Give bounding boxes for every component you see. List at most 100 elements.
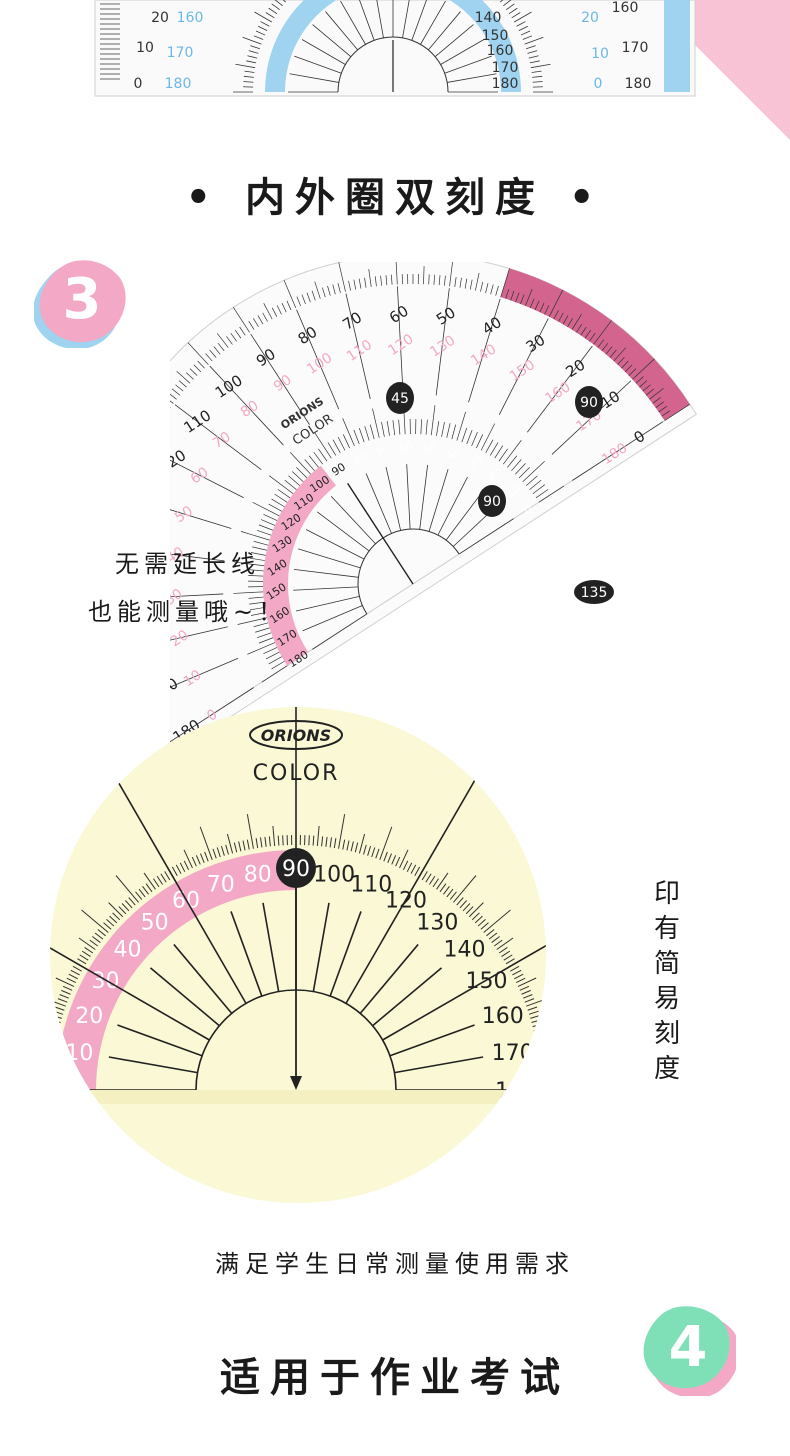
tick xyxy=(510,965,520,972)
scale-label: 160 xyxy=(487,43,514,59)
tick xyxy=(536,1040,546,1044)
zoom-scale-label: 160 xyxy=(482,1004,524,1029)
tick xyxy=(260,837,263,848)
angle-badge xyxy=(478,485,506,517)
tick xyxy=(350,841,354,852)
tick xyxy=(244,70,255,73)
tick xyxy=(170,593,224,600)
tick xyxy=(456,411,466,441)
tick xyxy=(433,274,435,285)
tick xyxy=(454,276,457,287)
tick xyxy=(191,856,197,867)
tick xyxy=(50,1049,55,1053)
tick xyxy=(342,839,346,850)
tick xyxy=(271,660,285,670)
tick xyxy=(658,405,668,413)
tick xyxy=(284,479,297,490)
tick xyxy=(179,862,186,872)
tick xyxy=(605,346,613,355)
caption-char: 印 xyxy=(653,879,680,909)
tick xyxy=(432,878,440,888)
tick xyxy=(115,875,139,903)
tick xyxy=(258,637,274,644)
zoom-pink-label: 40 xyxy=(113,938,141,963)
tick xyxy=(524,36,544,45)
tick xyxy=(517,977,537,987)
tick xyxy=(271,3,280,11)
tick xyxy=(507,455,518,468)
tick xyxy=(289,452,311,475)
tick xyxy=(302,605,363,632)
tick xyxy=(312,902,330,992)
tick xyxy=(230,332,237,342)
tick xyxy=(527,50,538,54)
caption-char: 有 xyxy=(653,914,680,944)
tick xyxy=(540,1066,546,1070)
tick xyxy=(511,459,522,472)
tick xyxy=(534,1032,545,1036)
tick xyxy=(345,293,371,399)
tick xyxy=(512,969,522,976)
tick xyxy=(250,552,266,556)
tick xyxy=(296,296,301,306)
tick xyxy=(262,312,268,322)
tick xyxy=(464,278,468,289)
tick xyxy=(389,1024,475,1057)
scale-label: 170 xyxy=(167,45,194,61)
zoomed-scale-circle: 0180101702016030150401405013060120701108… xyxy=(50,707,546,1203)
zoom-pink-label: 30 xyxy=(91,969,119,994)
tick xyxy=(525,289,533,306)
tick xyxy=(209,349,217,358)
tick xyxy=(252,546,267,551)
tick xyxy=(447,73,497,83)
tick xyxy=(428,274,430,285)
scale-label: 160 xyxy=(612,0,639,16)
tick xyxy=(248,50,259,54)
tick xyxy=(145,883,153,893)
tick xyxy=(572,421,664,481)
tick xyxy=(401,274,403,285)
tick xyxy=(380,275,382,286)
tick xyxy=(50,1076,52,1078)
tick xyxy=(175,384,184,392)
tick xyxy=(258,25,268,31)
tick xyxy=(170,626,228,652)
tick xyxy=(325,11,358,51)
scale-label: 0 xyxy=(594,76,603,92)
tick xyxy=(522,35,533,40)
tick xyxy=(248,320,255,330)
tick xyxy=(313,452,324,465)
tick xyxy=(288,475,301,486)
tick xyxy=(645,388,655,396)
tick xyxy=(515,292,520,303)
tick xyxy=(173,943,233,1014)
tick xyxy=(109,915,118,924)
tick xyxy=(425,873,432,883)
badge-number-text: 4 xyxy=(668,1315,708,1380)
tick xyxy=(456,897,464,906)
tick xyxy=(374,276,377,287)
tick xyxy=(528,1010,539,1015)
tick xyxy=(514,973,524,980)
tick xyxy=(525,475,538,486)
caption-char: 刻 xyxy=(653,1019,680,1049)
tick xyxy=(274,0,283,7)
tick xyxy=(295,595,360,612)
inner-scale-label: 70 xyxy=(373,442,392,461)
tick xyxy=(170,496,232,529)
scale-label: 170 xyxy=(492,60,519,76)
tick xyxy=(234,329,242,339)
tick xyxy=(50,1027,59,1032)
tick xyxy=(283,280,297,308)
tick xyxy=(514,11,532,23)
tick xyxy=(135,891,143,900)
tick xyxy=(584,329,592,339)
tick xyxy=(108,902,124,918)
tick xyxy=(419,464,429,530)
tick xyxy=(260,519,276,526)
zoom-base-edge xyxy=(50,1090,546,1104)
scale-label: 180 xyxy=(165,76,192,92)
caption-char: 易 xyxy=(653,984,680,1014)
tick xyxy=(434,24,474,57)
tick xyxy=(539,302,545,313)
